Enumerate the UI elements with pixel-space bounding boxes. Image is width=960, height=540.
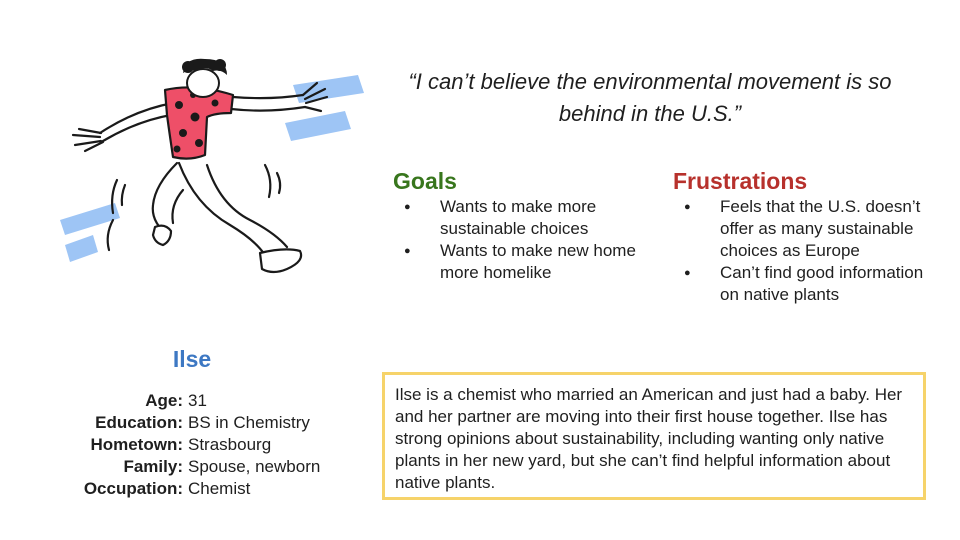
goal-item: Wants to make new home more homelike — [393, 240, 653, 284]
frustration-item: Can’t find good information on native pl… — [673, 262, 933, 306]
detail-label: Hometown: — [90, 435, 183, 454]
detail-row-education: Education: BS in Chemistry — [60, 412, 320, 434]
detail-row-family: Family: Spouse, newborn — [60, 456, 320, 478]
persona-details: Age: 31 Education: BS in Chemistry Homet… — [60, 390, 321, 500]
detail-label: Occupation: — [83, 479, 183, 498]
detail-row-hometown: Hometown: Strasbourg — [60, 434, 320, 456]
frustration-item: Feels that the U.S. doesn’t offer as man… — [673, 196, 933, 262]
detail-label: Education: — [95, 413, 183, 432]
detail-row-occupation: Occupation: Chemist — [60, 478, 320, 500]
goal-item: Wants to make more sustainable choices — [393, 196, 653, 240]
persona-illustration — [60, 58, 364, 274]
persona-quote: “I can’t believe the environmental movem… — [408, 69, 892, 126]
frustrations-heading: Frustrations — [673, 168, 808, 194]
detail-value: Chemist — [188, 479, 251, 498]
goals-heading: Goals — [393, 168, 457, 194]
detail-value: BS in Chemistry — [188, 413, 310, 432]
frustrations-list: Feels that the U.S. doesn’t offer as man… — [673, 196, 933, 306]
frustrations-section: Frustrations Feels that the U.S. doesn’t… — [673, 166, 933, 306]
detail-label: Age: — [145, 391, 183, 410]
detail-value: Spouse, newborn — [188, 457, 321, 476]
goals-section: Goals Wants to make more sustainable cho… — [393, 166, 653, 284]
detail-label: Family: — [123, 457, 183, 476]
detail-value: 31 — [188, 391, 207, 410]
persona-bio: Ilse is a chemist who married an America… — [382, 372, 926, 500]
persona-name: Ilse — [172, 346, 212, 372]
goals-list: Wants to make more sustainable choices W… — [393, 196, 653, 284]
detail-value: Strasbourg — [188, 435, 272, 454]
detail-row-age: Age: 31 — [60, 390, 320, 412]
